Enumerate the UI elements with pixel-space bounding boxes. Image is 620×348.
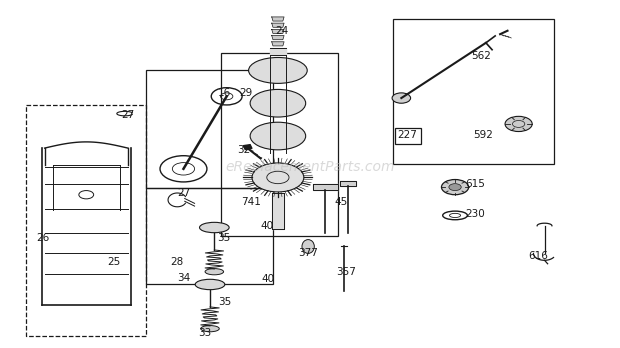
Bar (26, 105, 146, 336)
Ellipse shape (302, 239, 314, 253)
Text: 35: 35 (218, 297, 231, 307)
Text: 26: 26 (37, 233, 50, 243)
Text: 741: 741 (241, 197, 261, 207)
Bar (146, 188, 273, 284)
Polygon shape (272, 17, 284, 21)
Text: 616: 616 (528, 251, 548, 261)
Text: 35: 35 (217, 233, 230, 243)
Circle shape (441, 180, 469, 195)
Text: 40: 40 (262, 274, 275, 284)
Polygon shape (272, 35, 284, 40)
Polygon shape (340, 181, 356, 186)
Circle shape (505, 116, 532, 132)
Circle shape (449, 184, 461, 191)
Text: 28: 28 (170, 257, 184, 267)
Polygon shape (243, 145, 252, 150)
Circle shape (392, 93, 410, 103)
Text: 33: 33 (198, 328, 211, 338)
Polygon shape (313, 184, 338, 190)
Text: 45: 45 (334, 197, 347, 207)
Text: 562: 562 (472, 51, 492, 61)
Text: 34: 34 (177, 272, 190, 283)
Text: 27: 27 (122, 110, 135, 120)
Bar (221, 53, 338, 236)
Text: 357: 357 (336, 267, 356, 277)
Text: 24: 24 (276, 26, 289, 36)
Bar (395, 128, 421, 144)
Text: 16: 16 (218, 88, 231, 98)
Polygon shape (272, 193, 284, 229)
Text: 615: 615 (466, 179, 485, 189)
Bar (393, 19, 554, 164)
Text: 377: 377 (298, 248, 318, 259)
Text: 40: 40 (260, 221, 273, 231)
Text: 25: 25 (107, 257, 120, 267)
Text: eReplacementParts.com: eReplacementParts.com (225, 160, 395, 174)
Text: 29: 29 (239, 88, 252, 98)
Text: 592: 592 (473, 130, 493, 140)
Ellipse shape (201, 325, 219, 332)
Bar (146, 70, 273, 188)
Polygon shape (272, 42, 284, 46)
Ellipse shape (195, 279, 225, 290)
Polygon shape (272, 23, 284, 27)
Text: 27: 27 (177, 188, 191, 198)
Ellipse shape (250, 89, 306, 117)
Ellipse shape (249, 57, 308, 84)
Ellipse shape (200, 222, 229, 233)
Circle shape (252, 163, 304, 192)
Polygon shape (270, 48, 286, 55)
Polygon shape (272, 29, 284, 33)
Ellipse shape (205, 269, 224, 275)
Text: 227: 227 (397, 130, 417, 140)
Text: 32: 32 (237, 145, 250, 155)
Text: 230: 230 (466, 209, 485, 219)
Ellipse shape (250, 122, 306, 150)
